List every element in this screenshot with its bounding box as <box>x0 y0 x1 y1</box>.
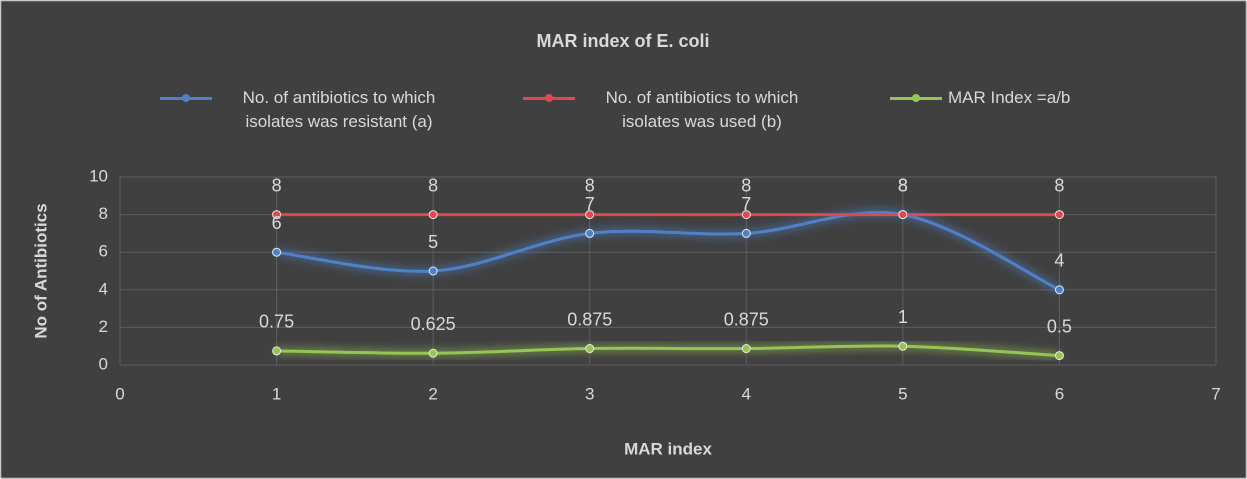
x-axis-title: MAR index <box>624 439 712 458</box>
point-marker <box>272 210 282 220</box>
y-tick-label: 4 <box>99 279 108 298</box>
data-label: 8 <box>1054 175 1064 195</box>
y-tick-label: 8 <box>99 204 108 223</box>
point-marker <box>898 341 908 351</box>
data-label: 7 <box>741 194 751 214</box>
point-marker <box>585 228 595 238</box>
x-tick-label: 4 <box>742 384 751 403</box>
point-marker <box>741 228 751 238</box>
y-tick-label: 2 <box>99 317 108 336</box>
point-marker <box>272 346 282 356</box>
legend-item: No. of antibiotics to which isolates was… <box>523 86 823 134</box>
legend-marker <box>545 94 553 102</box>
data-label: 0.875 <box>724 309 769 329</box>
legend-marker <box>912 94 920 102</box>
data-label: 5 <box>428 232 438 252</box>
x-tick-label: 5 <box>898 384 907 403</box>
x-tick-label: 6 <box>1055 384 1064 403</box>
data-label: 7 <box>585 194 595 214</box>
point-marker <box>428 210 438 220</box>
data-label: 0.75 <box>259 312 294 332</box>
data-label: 8 <box>585 175 595 195</box>
data-label: 8 <box>428 175 438 195</box>
x-tick-label: 1 <box>272 384 281 403</box>
chart-title: MAR index of E. coli <box>536 31 709 51</box>
point-marker <box>1054 210 1064 220</box>
y-tick-label: 10 <box>89 166 108 185</box>
y-tick-label: 0 <box>99 354 108 373</box>
legend-marker <box>182 94 190 102</box>
legend-label: MAR Index =a/b <box>948 88 1071 107</box>
data-label: 4 <box>1054 251 1064 271</box>
legend-label: No. of antibiotics to which isolates was… <box>242 88 436 131</box>
x-tick-label: 3 <box>585 384 594 403</box>
legend-label: No. of antibiotics to which isolates was… <box>605 88 799 131</box>
data-label: 1 <box>898 307 908 327</box>
point-marker <box>585 210 595 220</box>
legend-item: MAR Index =a/b <box>890 86 1190 110</box>
point-marker <box>741 344 751 354</box>
y-axis-title: No of Antibiotics <box>31 203 50 338</box>
data-label: 0.5 <box>1047 316 1072 336</box>
y-tick-label: 6 <box>99 242 108 261</box>
data-label: 8 <box>272 175 282 195</box>
data-label: 6 <box>272 213 282 233</box>
legend-swatch <box>523 94 575 102</box>
series-line <box>276 344 1060 358</box>
point-marker <box>428 266 438 276</box>
point-marker <box>585 344 595 354</box>
point-marker <box>898 210 908 220</box>
data-label: 8 <box>898 175 908 195</box>
x-tick-label: 2 <box>428 384 437 403</box>
point-marker <box>741 210 751 220</box>
legend-swatch <box>890 94 942 102</box>
x-tick-label: 7 <box>1211 384 1220 403</box>
point-marker <box>428 348 438 358</box>
data-label: 8 <box>898 175 908 195</box>
legend-swatch <box>160 94 212 102</box>
x-tick-label: 0 <box>115 384 124 403</box>
data-label: 0.625 <box>411 314 456 334</box>
point-marker <box>272 247 282 257</box>
data-label: 0.875 <box>567 309 612 329</box>
point-marker <box>1054 285 1064 295</box>
series-line <box>276 211 1061 292</box>
point-marker <box>1054 351 1064 361</box>
legend-item: No. of antibiotics to which isolates was… <box>160 86 460 134</box>
data-label: 8 <box>741 175 751 195</box>
